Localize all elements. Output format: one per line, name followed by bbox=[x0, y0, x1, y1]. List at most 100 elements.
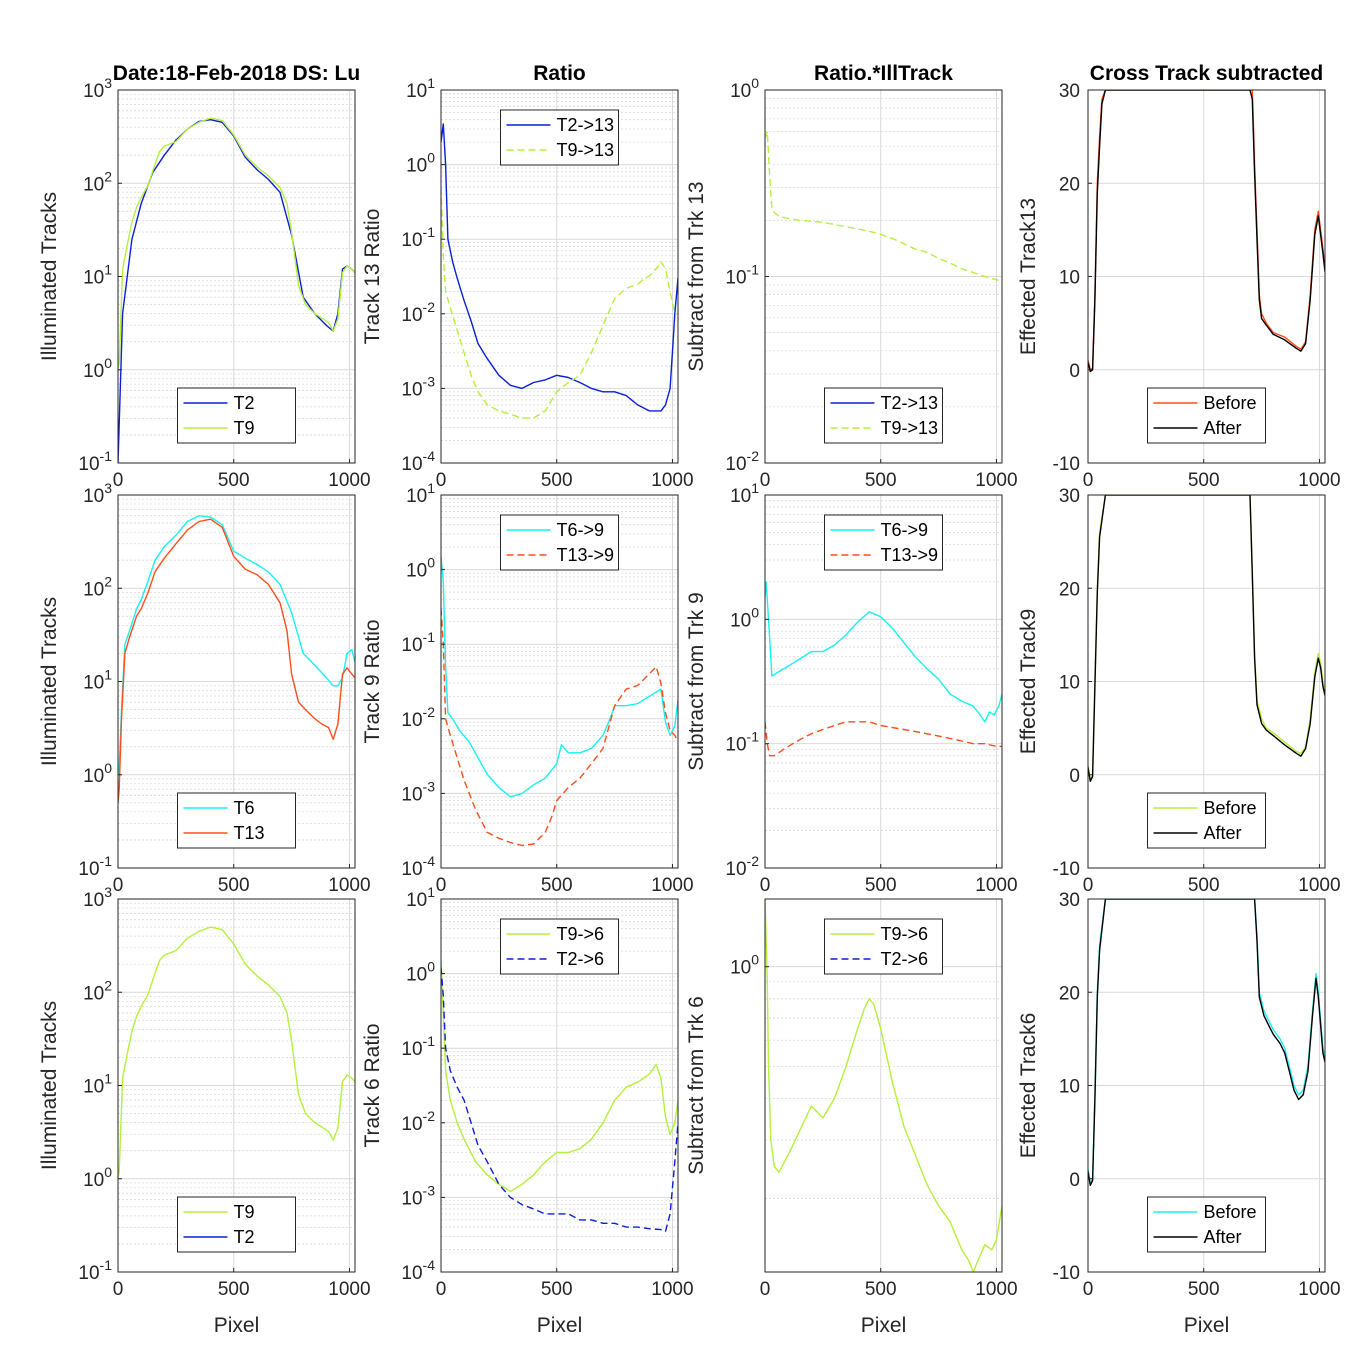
chart-panel-r2c1: 0 500 1000 10-4 10-3 10-2 10-1 100 101 Track 6 Ra… bbox=[361, 884, 694, 1337]
y-tick-label: 0 bbox=[1069, 1170, 1080, 1191]
y-tick-label: 10-3 bbox=[401, 778, 435, 805]
y-tick-label: 10-2 bbox=[401, 299, 435, 326]
x-tick-label: 0 bbox=[1083, 875, 1094, 896]
x-tick-label: 500 bbox=[1188, 1279, 1220, 1300]
x-tick-label: 1000 bbox=[1298, 470, 1340, 491]
series-group bbox=[1088, 495, 1325, 782]
y-tick-label: 10-1 bbox=[78, 1257, 112, 1284]
legend-box bbox=[1147, 1196, 1266, 1253]
legend-label: T9->13 bbox=[557, 140, 615, 160]
y-axis-label: Subtract from Trk 6 bbox=[685, 996, 708, 1175]
legend-box bbox=[177, 1196, 296, 1253]
chart-panel-r1c0: 0 500 1000 10-1 100 101 102 103 Illuminated Trac… bbox=[38, 480, 371, 896]
y-axis-label: Effected Track13 bbox=[1017, 198, 1040, 355]
y-tick-label: 100 bbox=[83, 355, 112, 382]
series-line-After bbox=[1088, 90, 1325, 373]
chart-title: Ratio.*IllTrack bbox=[814, 62, 953, 85]
series-line-T9 bbox=[118, 117, 355, 370]
series-group bbox=[118, 926, 355, 1179]
legend-box bbox=[177, 792, 296, 849]
y-tick-label: 10-1 bbox=[401, 629, 435, 656]
y-tick-label: 20 bbox=[1059, 174, 1080, 195]
chart-panel-r0c1: 0 500 1000 10-4 10-3 10-2 10-1 100 101 Track 13 R… bbox=[361, 62, 694, 491]
y-tick-label: 30 bbox=[1059, 890, 1080, 911]
y-tick-label: 10-1 bbox=[725, 729, 759, 756]
y-tick-label: 100 bbox=[730, 604, 759, 631]
series-line-T9->6 bbox=[441, 960, 678, 1193]
x-tick-label: 500 bbox=[1188, 470, 1220, 491]
y-tick-label: -10 bbox=[1053, 454, 1080, 475]
x-tick-label: 0 bbox=[113, 470, 124, 491]
legend-label: T9 bbox=[234, 1202, 255, 1222]
series-line-T13 bbox=[118, 518, 355, 803]
y-tick-label: 10-1 bbox=[78, 853, 112, 880]
x-tick-label: 1000 bbox=[1298, 875, 1340, 896]
legend-label: Before bbox=[1204, 798, 1257, 818]
legend-label: T13->9 bbox=[881, 545, 939, 565]
y-tick-label: 10-2 bbox=[725, 448, 759, 475]
x-tick-label: 0 bbox=[113, 875, 124, 896]
series-line-T2->6 bbox=[441, 967, 678, 1233]
x-axis-label: Pixel bbox=[861, 1314, 907, 1337]
x-tick-label: 500 bbox=[541, 1279, 573, 1300]
x-tick-label: 500 bbox=[218, 1279, 250, 1300]
series-line-After bbox=[1088, 899, 1325, 1186]
x-tick-label: 0 bbox=[436, 1279, 447, 1300]
x-tick-label: 500 bbox=[218, 875, 250, 896]
x-tick-label: 1000 bbox=[328, 1279, 370, 1300]
y-tick-label: 20 bbox=[1059, 579, 1080, 600]
y-tick-label: 0 bbox=[1069, 361, 1080, 382]
series-group bbox=[441, 556, 678, 847]
y-tick-label: 103 bbox=[83, 480, 112, 507]
y-tick-label: 20 bbox=[1059, 983, 1080, 1004]
y-tick-label: 0 bbox=[1069, 766, 1080, 787]
legend-box bbox=[1147, 792, 1266, 849]
series-line-After bbox=[1088, 495, 1325, 782]
x-tick-label: 1000 bbox=[651, 875, 693, 896]
series-group bbox=[441, 123, 678, 419]
y-tick-label: 100 bbox=[730, 952, 759, 979]
y-tick-label: 101 bbox=[406, 75, 435, 102]
series-line-T9->13 bbox=[765, 130, 1002, 282]
y-tick-label: 102 bbox=[83, 168, 112, 195]
y-axis-label: Subtract from Trk 13 bbox=[685, 181, 708, 371]
x-tick-label: 0 bbox=[436, 875, 447, 896]
legend-label: T6->9 bbox=[557, 520, 605, 540]
series-line-T9->13 bbox=[441, 187, 678, 419]
legend-label: T2->13 bbox=[881, 393, 939, 413]
legend-label: T2->6 bbox=[881, 949, 929, 969]
series-group bbox=[1088, 90, 1325, 373]
y-tick-label: 30 bbox=[1059, 81, 1080, 102]
x-tick-label: 0 bbox=[760, 1279, 771, 1300]
legend: T6->9 T13->9 bbox=[500, 514, 619, 571]
chart-panel-r1c2: 0 500 1000 10-2 10-1 100 101 Subtract from Trk … bbox=[685, 480, 1018, 896]
y-tick-label: 101 bbox=[83, 262, 112, 289]
series-line-T6 bbox=[118, 515, 355, 775]
y-axis-label: Track 13 Ratio bbox=[361, 209, 384, 345]
x-tick-label: 0 bbox=[113, 1279, 124, 1300]
y-tick-label: 100 bbox=[406, 555, 435, 582]
legend-label: T13 bbox=[234, 823, 265, 843]
y-axis-label: Subtract from Trk 9 bbox=[685, 592, 708, 771]
series-group bbox=[118, 117, 355, 463]
y-tick-label: 10 bbox=[1059, 1077, 1080, 1098]
x-tick-label: 0 bbox=[760, 875, 771, 896]
x-tick-label: 1000 bbox=[1298, 1279, 1340, 1300]
x-tick-label: 1000 bbox=[328, 875, 370, 896]
y-tick-label: 10-1 bbox=[78, 448, 112, 475]
y-tick-label: 10-4 bbox=[401, 448, 435, 475]
legend-label: T9->13 bbox=[881, 418, 939, 438]
y-axis-label: Effected Track9 bbox=[1017, 609, 1040, 755]
series-group bbox=[765, 130, 1002, 282]
legend-label: After bbox=[1204, 418, 1242, 438]
y-tick-label: 103 bbox=[83, 75, 112, 102]
chart-panel-r0c0: 0 500 1000 10-1 100 101 102 103 Illuminated Trac… bbox=[38, 62, 371, 491]
legend: T2->13 T9->13 bbox=[500, 109, 619, 166]
x-tick-label: 1000 bbox=[975, 470, 1017, 491]
y-axis-label: Track 6 Ratio bbox=[361, 1023, 384, 1147]
chart-panel-r2c2: 0 500 1000 100 Subtract from Trk 6 Pixel T9->6… bbox=[685, 898, 1018, 1337]
series-line-T2->13 bbox=[441, 123, 678, 412]
x-tick-label: 1000 bbox=[651, 1279, 693, 1300]
